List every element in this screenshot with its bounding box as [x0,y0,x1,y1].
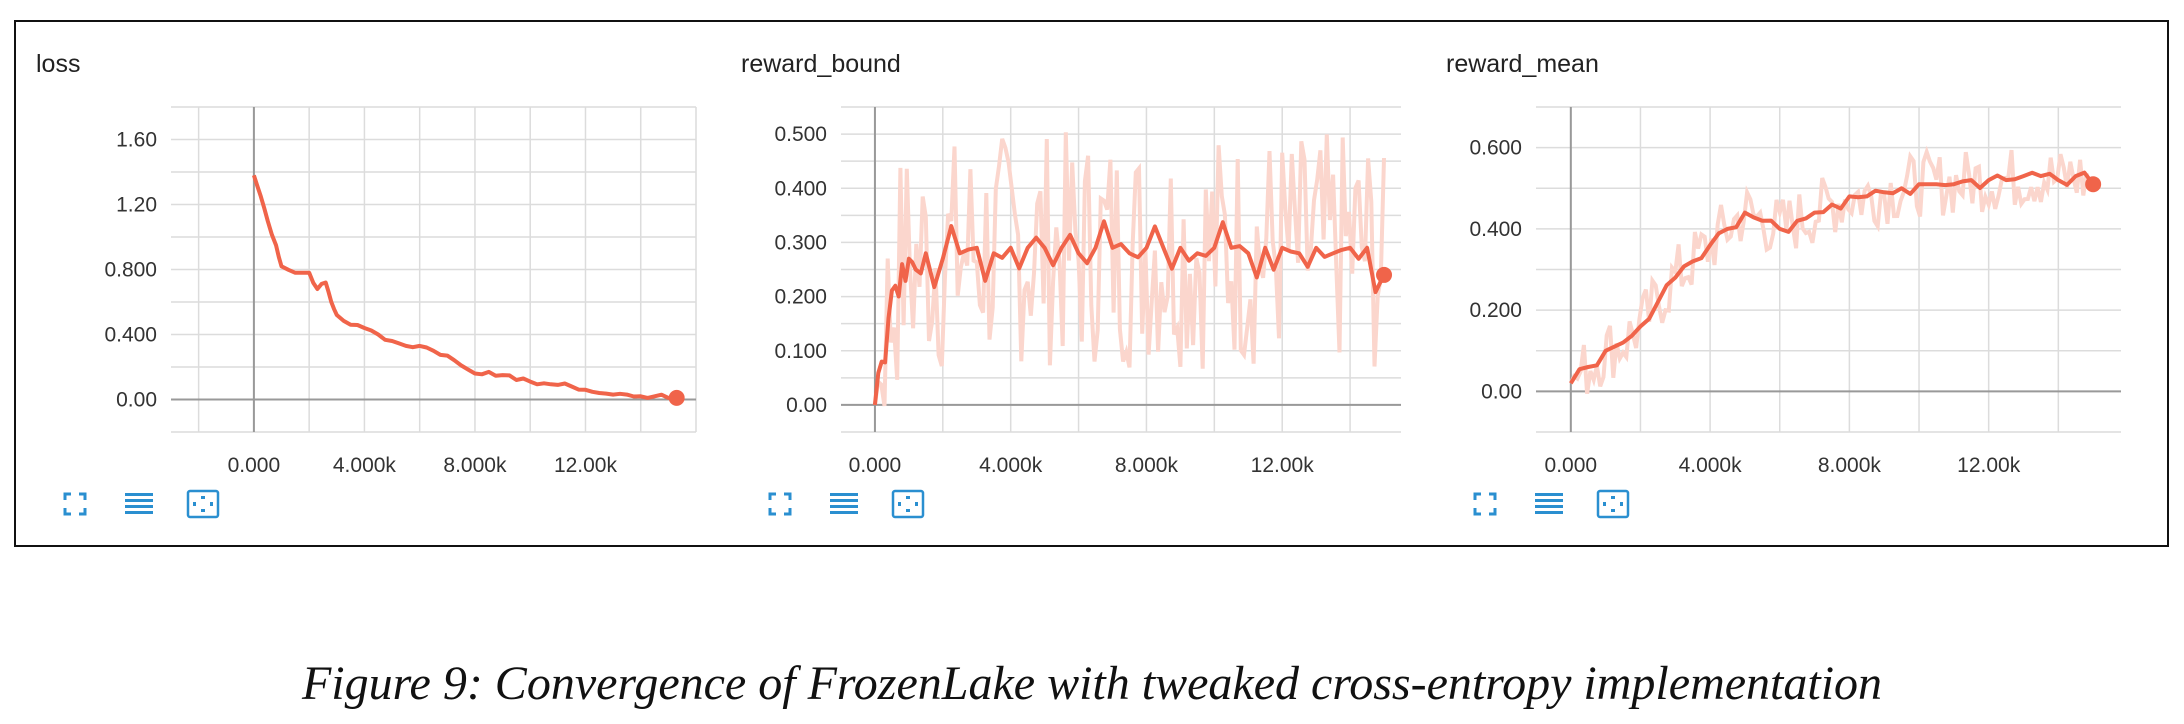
fit-domain-button[interactable] [184,485,222,523]
y-tick-label: 1.60 [116,129,157,152]
figure-frame: loss 0.00 0.400 0.800 1.20 1.60 0.000 4.000k 8.… [14,20,2169,547]
x-tick-label: 0.000 [849,454,902,477]
raw-series-line [872,132,1386,407]
y-tick-label: 0.100 [774,340,827,363]
y-tick-label: 0.400 [1469,218,1522,241]
data-table-icon [125,493,153,514]
raw-series-line [1568,145,2094,394]
series-end-point [2085,176,2102,193]
fullscreen-button[interactable] [56,485,94,523]
fullscreen-icon [1473,492,1497,516]
chart-toolbar [1466,484,1632,524]
data-table-icon [1535,493,1563,514]
chart-title: reward_bound [741,50,901,78]
y-tick-label: 0.800 [104,259,157,282]
y-tick-label: 0.300 [774,231,827,254]
y-tick-label: 0.00 [1481,380,1522,403]
x-tick-label: 0.000 [228,454,281,477]
chart-panel-loss: loss 0.00 0.400 0.800 1.20 1.60 0.000 4.000k 8.… [16,22,716,549]
chart-svg: 0.00 0.400 0.800 1.20 1.60 0.000 4.000k 8.000k 1… [104,106,697,477]
y-tick-label: 0.500 [774,123,827,146]
fullscreen-button[interactable] [1466,485,1504,523]
chart-panel-reward-mean: reward_mean 0.00 0.200 0.400 0.600 0.000 4.00… [1426,22,2126,549]
x-tick-label: 8.000k [443,454,507,477]
y-tick-label: 0.200 [774,286,827,309]
data-table-button[interactable] [1530,485,1568,523]
series-end-point [668,389,685,406]
y-tick-label: 0.200 [1469,299,1522,322]
fit-domain-icon [891,489,925,519]
x-tick-label: 12.00k [1957,454,2021,477]
data-table-button[interactable] [120,485,158,523]
series-end-point [1376,266,1393,283]
x-tick-label: 8.000k [1818,454,1882,477]
fit-domain-icon [186,489,220,519]
x-tick-label: 8.000k [1115,454,1179,477]
chart-title: loss [36,50,81,78]
y-tick-label: 0.600 [1469,137,1522,160]
chart-panel-reward-bound: reward_bound 0.00 0.100 0.200 0.300 0.400 0.5… [721,22,1421,549]
fullscreen-icon [768,492,792,516]
y-tick-label: 0.400 [774,177,827,200]
y-tick-label: 0.00 [786,394,827,417]
chart-title: reward_mean [1446,50,1599,78]
fit-domain-icon [1596,489,1630,519]
series-line [872,219,1386,406]
data-table-button[interactable] [825,485,863,523]
figure-caption: Figure 9: Convergence of FrozenLake with… [301,657,1883,710]
x-tick-label: 4.000k [1679,454,1743,477]
x-tick-label: 12.00k [1251,454,1315,477]
series-line [251,174,677,401]
x-tick-label: 12.00k [554,454,618,477]
fit-domain-button[interactable] [1594,485,1632,523]
fullscreen-button[interactable] [761,485,799,523]
x-tick-label: 0.000 [1545,454,1598,477]
chart-svg: 0.00 0.200 0.400 0.600 0.000 4.000k 8.000k 12.0… [1469,106,2121,477]
y-tick-label: 1.20 [116,194,157,217]
data-table-icon [830,493,858,514]
chart-toolbar [761,484,927,524]
chart-toolbar [56,484,222,524]
x-tick-label: 4.000k [979,454,1043,477]
y-tick-label: 0.400 [104,324,157,347]
chart-svg: 0.00 0.100 0.200 0.300 0.400 0.500 0.000 4.000k… [774,106,1401,477]
x-tick-label: 4.000k [333,454,397,477]
fullscreen-icon [63,492,87,516]
series-line [1569,170,2095,385]
fit-domain-button[interactable] [889,485,927,523]
y-tick-label: 0.00 [116,389,157,412]
